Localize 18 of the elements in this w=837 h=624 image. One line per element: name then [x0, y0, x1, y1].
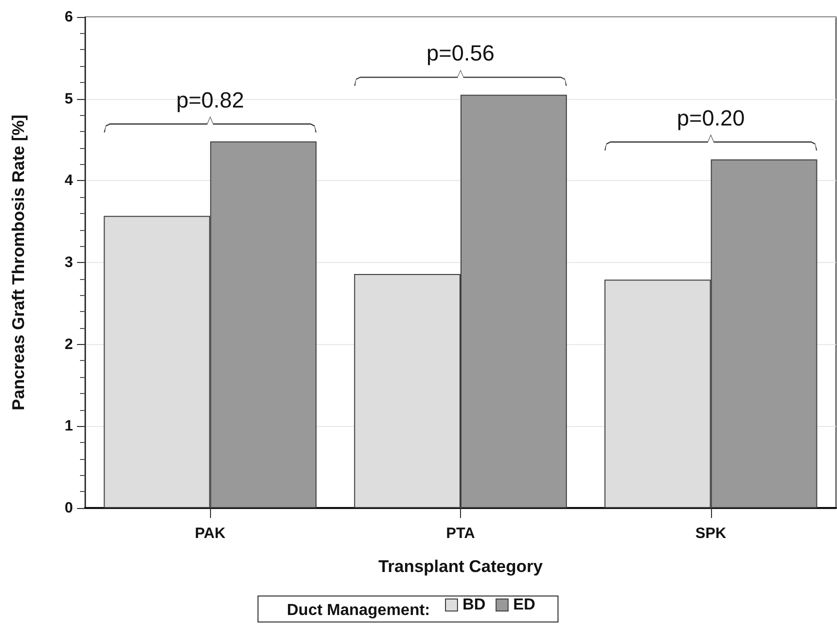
x-tick-label: SPK	[695, 525, 726, 542]
y-tick-label: 5	[64, 90, 73, 108]
y-tick-label: 6	[64, 8, 73, 26]
annotation: p=0.82	[176, 87, 244, 112]
annotation: p=0.20	[676, 105, 745, 130]
y-tick-label: 3	[64, 254, 73, 271]
legend-title: Duct Management:	[286, 602, 430, 619]
legend-label: BD	[462, 596, 486, 614]
y-tick-label: 4	[64, 172, 74, 190]
annotation: p=0.56	[426, 40, 494, 66]
y-axis-title: Pancreas Graft Thrombosis Rate [%]	[9, 114, 28, 410]
x-tick-label: PTA	[446, 525, 476, 542]
y-tick-label: 1	[64, 418, 73, 435]
y-tick-label: 2	[64, 336, 73, 353]
x-axis-title: Transplant Category	[378, 557, 544, 576]
legend-label: ED	[513, 596, 536, 614]
x-tick-label: PAK	[194, 525, 226, 542]
y-tick-label: 0	[64, 500, 73, 516]
